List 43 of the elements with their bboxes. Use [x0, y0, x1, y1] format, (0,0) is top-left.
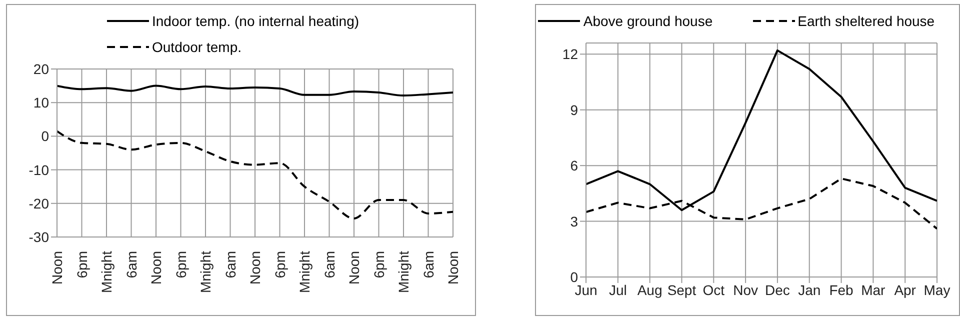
- x-tick-label: Jan: [798, 282, 821, 298]
- x-tick-label: Apr: [894, 282, 916, 298]
- x-tick-label: Mnight: [396, 250, 412, 294]
- y-tick-label: 12: [562, 46, 578, 62]
- y-tick-label: 20: [33, 60, 50, 77]
- x-tick-label: 6pm: [172, 251, 189, 278]
- x-tick-label: Noon: [247, 251, 263, 284]
- x-tick-label: Noon: [346, 251, 362, 284]
- x-tick-label: Mnight: [98, 250, 114, 294]
- y-tick-label: -10: [28, 162, 50, 178]
- x-tick-label: Aug: [637, 282, 662, 298]
- y-tick-label: 9: [570, 102, 578, 118]
- x-tick-label: Mnight: [296, 250, 312, 294]
- y-tick-label: 3: [570, 213, 578, 230]
- y-tick-label: 6: [570, 158, 578, 174]
- legend-label: Above ground house: [583, 13, 713, 29]
- y-tick-label: 0: [41, 128, 50, 144]
- x-tick-label: Noon: [49, 251, 65, 284]
- x-tick-label: Dec: [765, 282, 790, 298]
- x-tick-label: Jul: [608, 282, 627, 298]
- x-tick-label: 6am: [222, 251, 238, 278]
- legend-label: Outdoor temp.: [152, 39, 242, 55]
- x-tick-label: 6am: [420, 251, 436, 278]
- x-tick-label: 6am: [123, 251, 140, 278]
- legend-label: Indoor temp. (no internal heating): [152, 13, 360, 29]
- x-tick-label: Noon: [445, 251, 461, 284]
- y-tick-label: 10: [33, 94, 50, 111]
- x-tick-label: Nov: [733, 282, 758, 298]
- x-tick-label: Mnight: [198, 250, 214, 294]
- x-tick-label: 6pm: [74, 251, 90, 278]
- line-series: [57, 84, 453, 97]
- y-tick-label: -30: [28, 228, 50, 245]
- x-tick-label: Sept: [667, 282, 696, 298]
- x-tick-label: Noon: [148, 251, 164, 284]
- y-tick-label: -20: [28, 195, 50, 212]
- x-tick-label: Mar: [861, 282, 886, 298]
- x-tick-label: 6pm: [272, 251, 288, 278]
- x-tick-label: May: [924, 282, 950, 298]
- x-tick-label: Feb: [829, 282, 854, 298]
- x-tick-label: 6am: [321, 251, 338, 278]
- x-tick-label: 6pm: [370, 251, 387, 278]
- legend-label: Earth sheltered house: [798, 13, 935, 29]
- x-tick-label: Oct: [702, 282, 725, 298]
